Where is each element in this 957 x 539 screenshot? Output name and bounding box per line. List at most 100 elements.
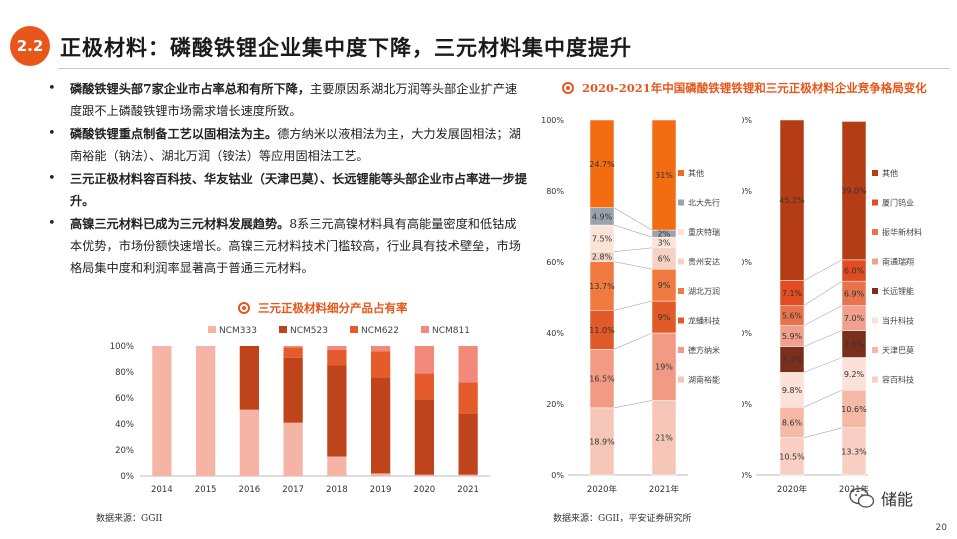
data-label: 2%	[658, 230, 671, 239]
connector-line	[803, 305, 843, 326]
legend-label: 长远锂能	[882, 286, 914, 296]
legend-swatch	[678, 229, 684, 235]
x-tick-label: 2020	[414, 485, 436, 495]
legend-swatch	[872, 258, 878, 265]
x-tick-label: 2020年	[587, 484, 618, 495]
title-divider	[58, 68, 950, 69]
bar-segment	[327, 349, 347, 366]
bar-segment	[841, 357, 867, 391]
y-tick-label: 20%	[115, 446, 134, 456]
legend-swatch	[678, 288, 684, 294]
bar-segment	[283, 347, 303, 358]
legend-label: NCM811	[432, 326, 470, 336]
data-label: 10.5%	[779, 452, 805, 461]
competition-chart-title: 2020-2021年中国磷酸铁锂铁锂和三元正极材料企业竞争格局变化	[562, 80, 927, 96]
connector-line	[803, 389, 843, 408]
bullet-item: 三元正极材料容百科技、华友钴业（天津巴莫）、长远锂能等头部企业市占率进一步提升。	[46, 168, 528, 212]
legend-label: 贵州安达	[688, 257, 720, 267]
bar-segment	[371, 377, 391, 474]
legend-swatch	[678, 170, 684, 176]
lfp-competition-chart: 0% 20% 40% 60% 80% 100% 18.9% 16.5% 11.0% 13.7% 2.…	[541, 116, 720, 495]
bar-segment	[779, 280, 805, 306]
x-tick-label: 2016	[239, 485, 261, 495]
bar-segment	[458, 474, 478, 476]
data-label: 9%	[658, 313, 671, 322]
bar-segment	[779, 372, 805, 408]
data-label: 7.6%	[844, 340, 865, 349]
bar-segment	[651, 119, 677, 231]
data-label: 31%	[655, 171, 673, 180]
data-label: 24.7%	[589, 160, 615, 169]
legend-label: NCM333	[219, 326, 257, 336]
data-label: 19%	[655, 363, 673, 372]
bar-segment	[841, 389, 867, 429]
legend-swatch	[678, 317, 684, 324]
y-tick-label: 60%	[546, 258, 564, 267]
bar-segment	[458, 382, 478, 414]
ncm-share-chart: NCM333 NCM523 NCM622 NCM811 0% 20% 40% 60% 80% 10…	[110, 326, 490, 495]
ternary-competition-chart: 0.0% 20.0% 40.0% 60.0% 80.0% 100.0% 10.5% 8.6% 9…	[742, 116, 922, 495]
bar-segment	[239, 346, 259, 410]
legend-swatch	[678, 376, 684, 383]
legend-swatch	[872, 288, 878, 294]
bar-segment	[414, 346, 434, 374]
bar-segment	[779, 406, 805, 438]
y-tick-label: 20%	[546, 400, 564, 409]
bar-segment	[152, 346, 172, 476]
bar-segment	[239, 409, 259, 476]
data-label: 5.9%	[782, 332, 803, 341]
legend-swatch	[872, 170, 878, 176]
y-tick-label: 60.0%	[742, 258, 752, 267]
legend-label: 容百科技	[882, 375, 914, 385]
wechat-icon	[849, 487, 875, 508]
bar-segment	[371, 346, 391, 352]
data-label: 6.9%	[844, 289, 865, 298]
bar-segment	[841, 427, 867, 476]
legend-label: 北大先行	[688, 198, 720, 208]
ncm-chart-title: 三元正极材料细分产品占有率	[238, 300, 408, 316]
target-icon	[238, 302, 250, 314]
data-label: 2.8%	[592, 253, 613, 262]
section-number-badge: 2.2	[10, 26, 50, 66]
legend-label: 龙蟠科技	[688, 316, 720, 326]
legend-swatch	[421, 326, 429, 333]
data-label: 16.5%	[589, 375, 615, 384]
data-label: 3%	[658, 238, 671, 247]
x-tick-label: 2015	[195, 485, 217, 495]
connector-line	[803, 357, 843, 373]
y-tick-label: 100%	[110, 342, 134, 352]
data-label: 45.2%	[779, 196, 805, 205]
data-label: 9%	[658, 281, 671, 290]
y-tick-label: 80.0%	[742, 187, 752, 196]
connector-line	[803, 330, 843, 347]
data-label: 18.9%	[589, 437, 615, 446]
x-tick-label: 2021年	[649, 484, 680, 495]
data-label: 8.6%	[782, 418, 803, 427]
legend-label: 德方纳米	[688, 345, 720, 355]
y-tick-label: 40%	[546, 329, 564, 338]
y-tick-label: 0%	[121, 472, 135, 482]
legend-label: 当升科技	[882, 316, 914, 326]
data-label: 21%	[655, 434, 673, 443]
bar-segment	[327, 346, 347, 350]
bar-segment	[841, 305, 867, 331]
bar-segment	[283, 422, 303, 476]
bar-segment	[589, 310, 615, 350]
bar-segment	[371, 473, 391, 476]
legend-label: 其他	[688, 168, 704, 178]
data-label: 7.3%	[782, 355, 803, 364]
watermark: 储能	[849, 486, 913, 510]
legend-label: NCM523	[290, 326, 328, 336]
data-label: 39.0%	[841, 187, 867, 196]
legend-swatch	[872, 229, 878, 235]
data-label: 5.6%	[782, 312, 803, 321]
legend-label: 天津巴莫	[882, 345, 914, 355]
x-tick-label: 2014	[151, 485, 173, 495]
legend-label: 重庆特瑞	[688, 227, 720, 237]
y-tick-label: 80%	[115, 368, 134, 378]
bar-segment	[414, 373, 434, 400]
legend-swatch	[350, 326, 358, 333]
data-label: 9.8%	[782, 386, 803, 395]
legend-swatch	[678, 199, 684, 206]
legend-swatch	[279, 326, 287, 333]
